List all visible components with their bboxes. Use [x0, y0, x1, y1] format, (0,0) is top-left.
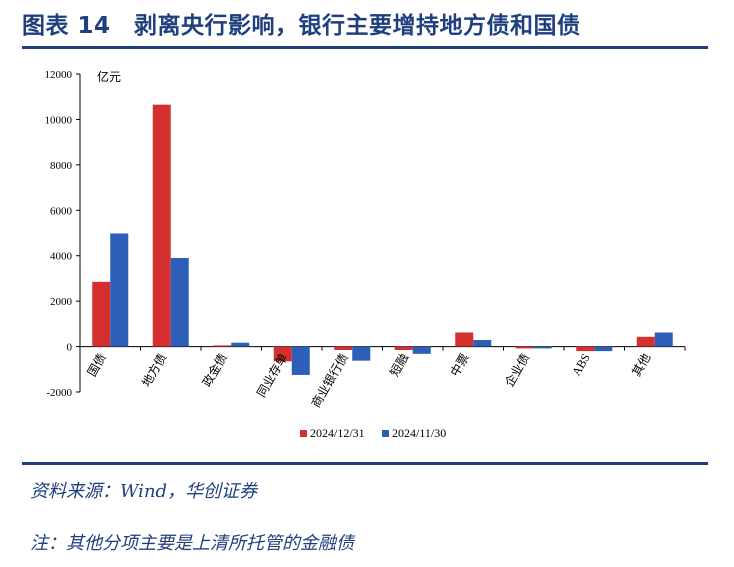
bar [170, 257, 189, 347]
title-divider [22, 46, 708, 49]
bar [394, 346, 413, 350]
footer-divider [22, 462, 708, 465]
bar [273, 346, 292, 362]
y-tick-label: 10000 [45, 114, 73, 126]
legend-label: 2024/11/30 [392, 426, 446, 440]
y-axis-unit-label: 亿元 [97, 69, 121, 84]
bar [152, 104, 171, 347]
category-label: 中票 [447, 351, 472, 379]
chart-bars [92, 104, 673, 375]
bar [231, 342, 250, 347]
bar [455, 332, 474, 347]
y-tick-label: -2000 [46, 387, 72, 399]
bar-chart: -2000 0 2000 4000 6000 8000 10000 12000 国债 地方债 政金… [45, 69, 686, 440]
bar [92, 281, 111, 347]
category-label: 国债 [85, 351, 109, 379]
bar [412, 346, 431, 354]
footnote: 注：其他分项主要是上清所托管的金融债 [30, 533, 354, 554]
bar [473, 339, 492, 347]
chart-legend: 2024/12/31 2024/11/30 [300, 426, 446, 440]
y-tick-label: 6000 [50, 205, 73, 217]
bar [213, 345, 232, 347]
category-label: 商业银行债 [308, 351, 351, 410]
category-label: 其他 [629, 351, 653, 379]
category-label: 企业债 [501, 351, 532, 390]
figure-title-bar: 图表 14 剥离央行影响，银行主要增持地方债和国债 [22, 0, 708, 46]
category-label: 同业存单 [254, 351, 290, 400]
bar [576, 346, 595, 352]
category-label: 短融 [387, 351, 411, 379]
legend-swatch [300, 430, 307, 437]
y-tick-label: 2000 [50, 296, 73, 308]
category-label: ABS [569, 351, 593, 378]
y-tick-label: 8000 [50, 160, 73, 172]
y-tick-label: 4000 [50, 251, 73, 263]
bar [110, 233, 129, 347]
figure-title: 图表 14 剥离央行影响，银行主要增持地方债和国债 [22, 13, 581, 39]
chart-area: -2000 0 2000 4000 6000 8000 10000 12000 国债 地方债 政金… [0, 52, 734, 460]
category-label: 地方债 [138, 351, 169, 390]
y-tick-label: 12000 [45, 69, 73, 81]
bar [291, 346, 310, 375]
bar [654, 332, 673, 347]
bar [594, 346, 613, 352]
bar [515, 346, 534, 349]
legend-label: 2024/12/31 [310, 426, 365, 440]
bar [533, 346, 552, 349]
bar [636, 336, 655, 347]
bar [334, 346, 353, 350]
category-label: 政金债 [199, 351, 230, 390]
source-note: 资料来源：Wind，华创证券 [30, 481, 258, 502]
bar [352, 346, 371, 361]
y-tick-label: 0 [67, 342, 73, 354]
legend-swatch [382, 430, 389, 437]
